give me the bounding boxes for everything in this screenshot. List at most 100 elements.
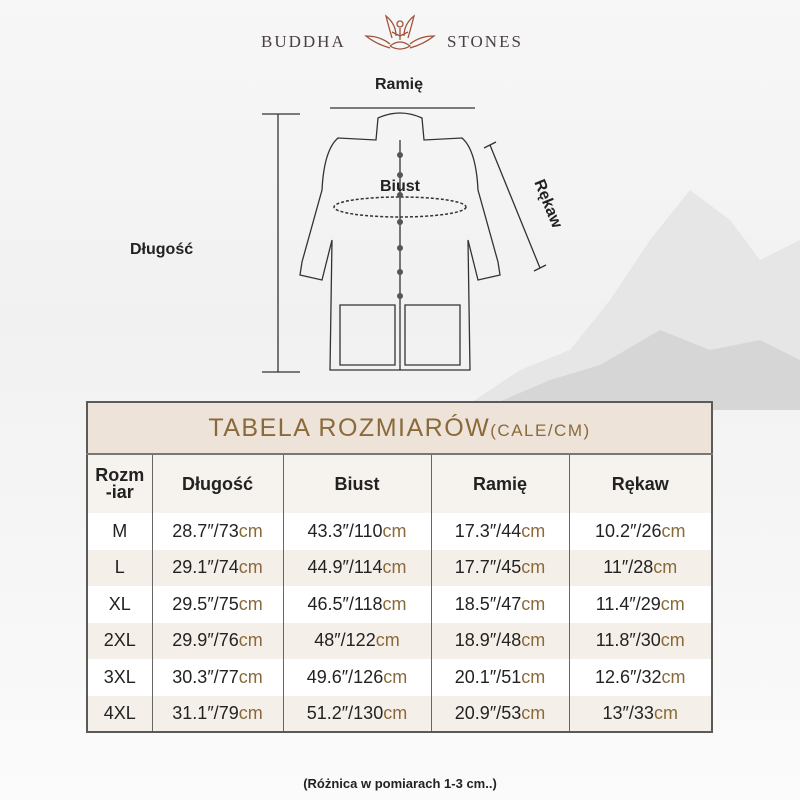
unit-label: cm: [238, 593, 263, 614]
unit-label: cm: [660, 593, 685, 614]
measurement-value: 13″/33: [602, 702, 654, 723]
measurement-cell: 12.6″/32cm: [568, 659, 712, 696]
table-row: 4XL 31.1″/79cm 51.2″/130cm 20.9″/53cm 13″/33…: [86, 695, 712, 732]
table-title: TABELA ROZMIARÓW(CALE/CM): [86, 402, 712, 455]
measurement-value: 12.6″/32: [595, 666, 662, 687]
unit-label: cm: [521, 520, 546, 541]
lotus-logo-icon: [364, 14, 436, 50]
table-title-text: TABELA ROZMIARÓW: [208, 413, 491, 442]
measurement-value: 17.3″/44: [454, 520, 522, 541]
size-cell: XL: [86, 586, 152, 623]
header-shoulder: Ramię: [430, 454, 569, 513]
measurement-cell: 31.1″/79cm: [151, 695, 283, 732]
unit-label: cm: [238, 520, 263, 541]
measurement-cell: 49.6″/126cm: [282, 659, 431, 696]
measurement-cell: 29.9″/76cm: [151, 622, 283, 659]
chest-label: Biust: [380, 178, 420, 195]
unit-label: cm: [382, 593, 407, 614]
measurement-cell: 11.8″/30cm: [568, 622, 712, 659]
measurement-cell: 20.9″/53cm: [430, 695, 569, 732]
measurement-cell: 44.9″/114cm: [282, 549, 431, 586]
unit-label: cm: [382, 557, 407, 578]
table-row: XL 29.5″/75cm 46.5″/118cm 18.5″/47cm 11.4″/2…: [86, 586, 712, 623]
measurement-cell: 46.5″/118cm: [282, 586, 431, 623]
measurement-value: 11.8″/30: [595, 630, 661, 651]
unit-label: cm: [521, 557, 546, 578]
size-cell: 4XL: [86, 695, 152, 732]
measurement-cell: 11.4″/29cm: [568, 586, 712, 623]
unit-label: cm: [238, 666, 263, 687]
unit-label: cm: [383, 666, 408, 687]
unit-label: cm: [375, 630, 400, 651]
unit-label: cm: [383, 702, 408, 723]
table-row: 3XL 30.3″/77cm 49.6″/126cm 20.1″/51cm 12.6″/…: [86, 659, 712, 696]
unit-label: cm: [661, 520, 686, 541]
brand-right: STONES: [447, 32, 523, 51]
measurement-value: 48″/122: [314, 630, 376, 651]
measurement-cell: 18.9″/48cm: [430, 622, 569, 659]
unit-label: cm: [653, 557, 678, 578]
unit-label: cm: [521, 702, 546, 723]
measurement-note: (Różnica w pomiarach 1-3 cm..): [303, 776, 497, 791]
unit-label: cm: [238, 557, 263, 578]
size-cell: 2XL: [86, 622, 152, 659]
measurement-value: 18.9″/48: [454, 630, 522, 651]
measurement-value: 20.1″/51: [454, 666, 522, 687]
measurement-cell: 28.7″/73cm: [151, 513, 283, 550]
unit-label: cm: [660, 630, 685, 651]
measurement-cell: 30.3″/77cm: [151, 659, 283, 696]
measurement-value: 31.1″/79: [172, 702, 239, 723]
header-sleeve: Rękaw: [568, 454, 712, 513]
unit-label: cm: [521, 630, 546, 651]
measurement-value: 11″/28: [603, 557, 654, 578]
size-cell: M: [86, 513, 152, 550]
mountain-illustration: [460, 190, 800, 410]
measurement-value: 30.3″/77: [172, 666, 239, 687]
measurement-value: 17.7″/45: [454, 557, 522, 578]
header-length: Długość: [151, 454, 283, 513]
header-chest: Biust: [282, 454, 431, 513]
measurement-cell: 17.3″/44cm: [430, 513, 569, 550]
measurement-cell: 48″/122cm: [282, 622, 431, 659]
measurement-cell: 11″/28cm: [568, 549, 712, 586]
header-size: Rozm -iar: [86, 454, 152, 513]
jacket-diagram: [262, 107, 547, 373]
measurement-value: 28.7″/73: [172, 520, 239, 541]
unit-label: cm: [238, 630, 263, 651]
measurement-cell: 43.3″/110cm: [282, 513, 431, 550]
table-title-unit: (CALE/CM): [490, 420, 591, 440]
measurement-value: 46.5″/118: [307, 593, 383, 614]
measurement-value: 11.4″/29: [595, 593, 661, 614]
unit-label: cm: [653, 702, 678, 723]
measurement-value: 44.9″/114: [307, 557, 383, 578]
table-row: L 29.1″/74cm 44.9″/114cm 17.7″/45cm 11″/28cm: [86, 549, 712, 586]
measurement-value: 10.2″/26: [595, 520, 662, 541]
measurement-value: 20.9″/53: [454, 702, 522, 723]
unit-label: cm: [661, 666, 686, 687]
brand-left: BUDDHA: [261, 32, 346, 51]
size-cell: 3XL: [86, 659, 152, 696]
measurement-cell: 29.5″/75cm: [151, 586, 283, 623]
measurement-cell: 29.1″/74cm: [151, 549, 283, 586]
measurement-cell: 20.1″/51cm: [430, 659, 569, 696]
unit-label: cm: [382, 520, 407, 541]
measurement-cell: 51.2″/130cm: [282, 695, 431, 732]
unit-label: cm: [521, 593, 546, 614]
table-row: 2XL 29.9″/76cm 48″/122cm 18.9″/48cm 11.8″/30…: [86, 622, 712, 659]
unit-label: cm: [238, 702, 263, 723]
measurement-value: 43.3″/110: [307, 520, 383, 541]
measurement-value: 49.6″/126: [306, 666, 384, 687]
measurement-cell: 18.5″/47cm: [430, 586, 569, 623]
measurement-value: 29.9″/76: [172, 630, 239, 651]
unit-label: cm: [521, 666, 546, 687]
measurement-value: 18.5″/47: [454, 593, 522, 614]
measurement-cell: 13″/33cm: [568, 695, 712, 732]
measurement-value: 51.2″/130: [306, 702, 384, 723]
table-row: M 28.7″/73cm 43.3″/110cm 17.3″/44cm 10.2″/26…: [86, 513, 712, 550]
measurement-value: 29.5″/75: [172, 593, 239, 614]
size-table: TABELA ROZMIARÓW(CALE/CM) Rozm -iar Dług…: [86, 401, 713, 733]
measurement-value: 29.1″/74: [172, 557, 239, 578]
measurement-cell: 10.2″/26cm: [568, 513, 712, 550]
measurement-cell: 17.7″/45cm: [430, 549, 569, 586]
size-cell: L: [86, 549, 152, 586]
